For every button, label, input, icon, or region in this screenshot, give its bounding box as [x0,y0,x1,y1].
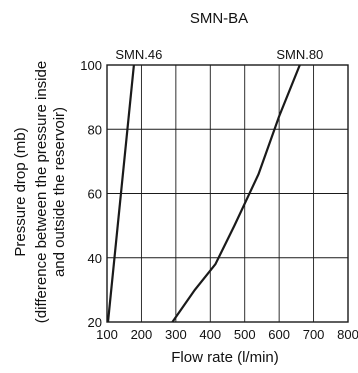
series-line-smn-80 [171,64,301,323]
x-tick-label-300: 300 [165,327,187,342]
x-tick-label-500: 500 [234,327,256,342]
y-tick-label-40: 40 [88,251,102,266]
x-tick-label-600: 600 [268,327,290,342]
y-tick-label-20: 20 [88,315,102,330]
x-tick-label-200: 200 [131,327,153,342]
x-tick-label-800: 800 [337,327,358,342]
grid [106,64,349,323]
y-tick-label-100: 100 [80,58,102,73]
x-tick-label-100: 100 [96,327,118,342]
y-tick-label-80: 80 [88,122,102,137]
series-label-smn-46: SMN.46 [115,47,162,62]
y-axis-label-line-1: Pressure drop (mb) [12,127,29,256]
x-tick-label-400: 400 [199,327,221,342]
series: SMN.46 SMN.80 [106,47,323,323]
chart-title: SMN-BA [190,10,248,27]
x-tick-label-700: 700 [303,327,325,342]
series-line-smn-46 [106,64,135,323]
y-axis-label: Pressure drop (mb) (difference between t… [12,61,68,323]
y-axis-label-line-3: and outside the reservoir) [51,107,68,277]
series-label-smn-80: SMN.80 [276,47,323,62]
y-tick-labels: 20 40 60 80 100 [80,58,102,330]
x-axis-label: Flow rate (l/min) [171,349,279,366]
plot-frame [106,64,349,323]
y-axis-label-line-2: (difference between the pressure inside [33,61,50,323]
x-tick-labels: 100 200 300 400 500 600 700 800 [96,327,358,342]
y-tick-label-60: 60 [88,187,102,202]
